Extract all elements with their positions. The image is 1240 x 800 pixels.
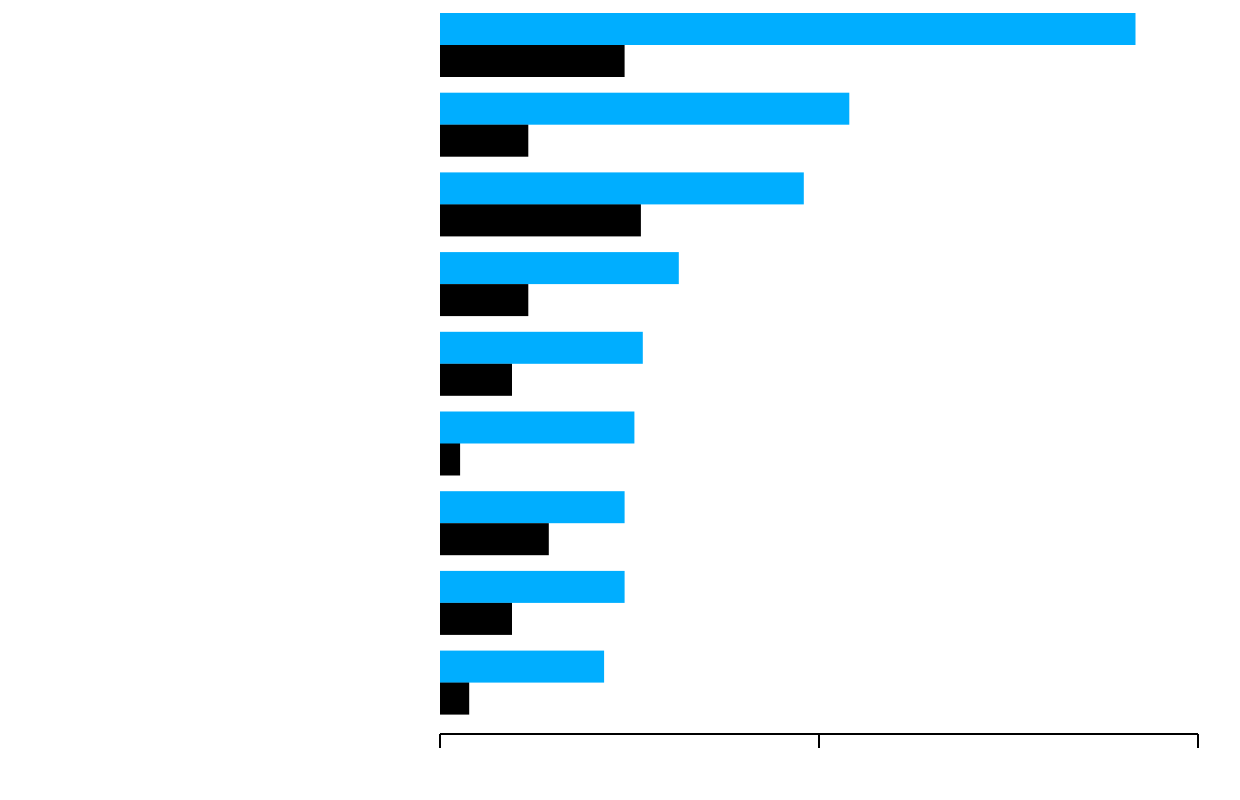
bar-series-1-category-8: [440, 570, 625, 603]
bar-series-2-category-9: [440, 682, 470, 715]
bar-series-2-category-4: [440, 284, 529, 317]
bar-series-2-category-1: [440, 45, 625, 77]
bar-series-2-category-5: [440, 363, 512, 396]
bar-series-1-category-2: [440, 92, 850, 125]
bar-series-2-category-7: [440, 523, 549, 556]
bars-group: [440, 13, 1136, 715]
bar-series-2-category-6: [440, 443, 461, 476]
bar-series-2-category-3: [440, 204, 641, 237]
bar-series-2-category-2: [440, 124, 529, 157]
x-axis: [439, 733, 1199, 748]
bar-series-2-category-8: [440, 602, 512, 635]
bar-series-1-category-6: [440, 411, 635, 444]
bar-series-1-category-1: [440, 13, 1136, 45]
bar-series-1-category-9: [440, 650, 605, 683]
bar-series-1-category-7: [440, 491, 625, 524]
bar-series-1-category-3: [440, 172, 804, 205]
bar-series-1-category-4: [440, 252, 679, 285]
bar-series-1-category-5: [440, 331, 643, 364]
